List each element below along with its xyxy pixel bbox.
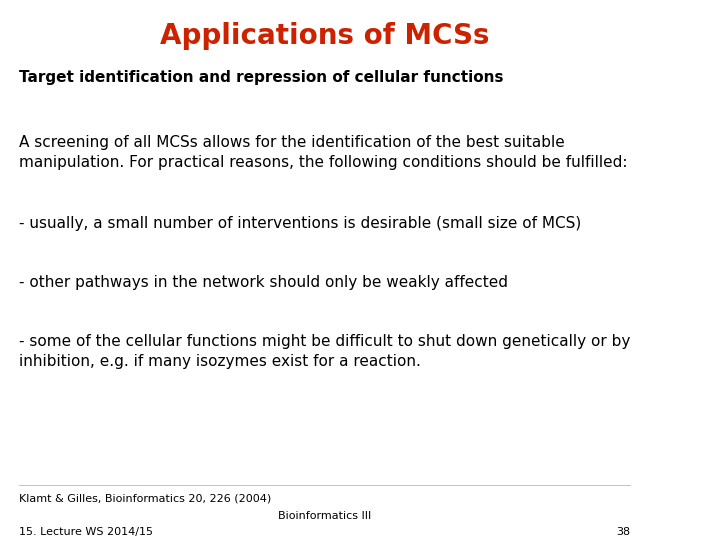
Text: 15. Lecture WS 2014/15: 15. Lecture WS 2014/15 xyxy=(19,527,153,537)
Text: - other pathways in the network should only be weakly affected: - other pathways in the network should o… xyxy=(19,275,508,290)
Text: - usually, a small number of interventions is desirable (small size of MCS): - usually, a small number of interventio… xyxy=(19,215,582,231)
Text: Klamt & Gilles, Bioinformatics 20, 226 (2004): Klamt & Gilles, Bioinformatics 20, 226 (… xyxy=(19,494,271,503)
Text: - some of the cellular functions might be difficult to shut down genetically or : - some of the cellular functions might b… xyxy=(19,334,631,369)
Text: Applications of MCSs: Applications of MCSs xyxy=(160,22,490,50)
Text: Bioinformatics III: Bioinformatics III xyxy=(279,511,372,521)
Text: Target identification and repression of cellular functions: Target identification and repression of … xyxy=(19,70,504,85)
Text: 38: 38 xyxy=(616,527,631,537)
Text: A screening of all MCSs allows for the identification of the best suitable
manip: A screening of all MCSs allows for the i… xyxy=(19,135,628,170)
